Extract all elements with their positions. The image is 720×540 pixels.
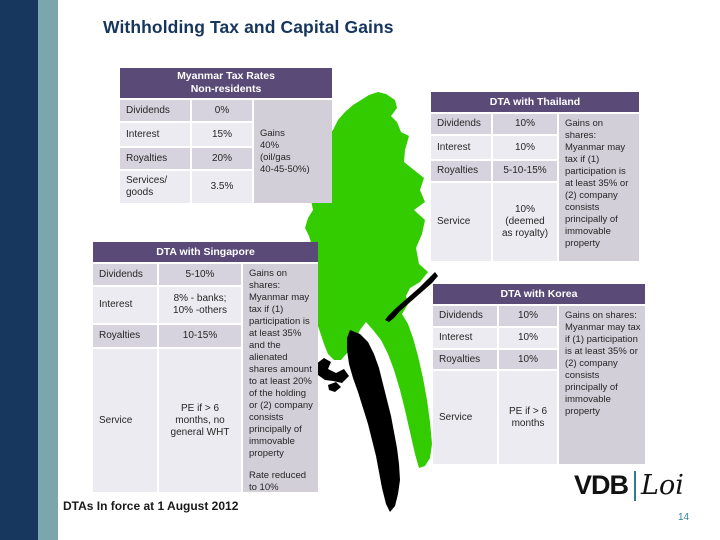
thailand-gains-text: Gains on shares: Myanmar may tax if (1) … — [565, 118, 629, 249]
singapore-gains-cell: Gains on shares: Myanmar may tax if (1) … — [243, 264, 318, 493]
dta-thailand-table: DTA with Thailand Gains on shares: Myanm… — [431, 92, 639, 261]
table-row-label: Services/ goods — [120, 171, 190, 203]
myanmar-map-image — [305, 92, 438, 512]
logo-loi-text: Loi — [641, 470, 684, 501]
logo-divider — [634, 470, 637, 501]
singapore-gains-text: Gains on shares: Myanmar may tax if (1) … — [249, 268, 313, 459]
table-row-label: Interest — [120, 123, 190, 146]
table-row-value: 5-10% — [159, 264, 241, 285]
table-row-value: PE if > 6 months, no general WHT — [159, 349, 241, 492]
table-row-label: Royalties — [433, 350, 497, 369]
map-black-islet-shape — [328, 382, 341, 392]
table-row-value: 15% — [192, 123, 252, 146]
table-row-value: 3.5% — [192, 171, 252, 203]
table-row-label: Royalties — [120, 148, 190, 169]
table-row-value: 5-10-15% — [493, 161, 557, 181]
table-row-label: Service — [93, 349, 157, 492]
dta-singapore-table: DTA with Singapore Gains on shares: Myan… — [93, 242, 318, 493]
table-row-label: Dividends — [433, 306, 497, 326]
table-row-label: Royalties — [431, 161, 491, 181]
myanmar-table-header-line2: Non-residents — [190, 83, 262, 95]
korea-gains-text: Gains on shares: Myanmar may tax if (1) … — [565, 310, 641, 417]
table-row-value: 20% — [192, 148, 252, 169]
table-row-value: 10% — [493, 136, 557, 159]
table-row-value: PE if > 6 months — [499, 371, 557, 464]
table-row-value: 10% (deemed as royalty) — [493, 183, 557, 261]
logo-vdb-text: VDB — [574, 470, 629, 500]
thailand-gains-cell: Gains on shares: Myanmar may tax if (1) … — [559, 114, 639, 261]
table-row-label: Interest — [93, 287, 157, 323]
table-row-value: 8% - banks; 10% -others — [159, 287, 241, 323]
page-number: 14 — [678, 512, 690, 523]
table-row-value: 10% — [493, 114, 557, 134]
table-row-value: 10% — [499, 328, 557, 348]
korea-table-header: DTA with Korea — [433, 284, 645, 304]
myanmar-table-header-line1: Myanmar Tax Rates — [177, 70, 275, 82]
singapore-table-header: DTA with Singapore — [93, 242, 318, 262]
singapore-table-header-text: DTA with Singapore — [156, 245, 255, 258]
dta-korea-table: DTA with Korea Gains on shares: Myanmar … — [433, 284, 645, 464]
table-row-label: Interest — [433, 328, 497, 348]
singapore-gains-note: Rate reduced to 10% — [249, 470, 307, 493]
korea-gains-cell: Gains on shares: Myanmar may tax if (1) … — [559, 306, 645, 464]
thailand-table-header-text: DTA with Thailand — [489, 95, 581, 108]
footer-note: DTAs In force at 1 August 2012 — [63, 499, 239, 513]
table-row-value: 10-15% — [159, 325, 241, 347]
myanmar-tax-rates-table: Myanmar Tax Rates Non-residents Gains 40… — [120, 68, 332, 203]
table-row-label: Service — [431, 183, 491, 261]
korea-table-header-text: DTA with Korea — [500, 287, 578, 300]
left-teal-bar — [38, 0, 58, 540]
myanmar-table-header: Myanmar Tax Rates Non-residents — [120, 68, 332, 98]
table-row-label: Service — [433, 371, 497, 464]
table-row-value: 0% — [192, 100, 252, 121]
left-navy-bar — [0, 0, 38, 540]
vdb-loi-logo: VDB Loi — [574, 470, 684, 501]
myanmar-landmass-shape — [305, 92, 432, 468]
table-row-label: Dividends — [93, 264, 157, 285]
map-black-tail-south-shape — [347, 330, 400, 512]
table-row-label: Royalties — [93, 325, 157, 347]
myanmar-gains-cell: Gains 40% (oil/gas 40-45-50%) — [254, 100, 332, 203]
table-row-value: 10% — [499, 306, 557, 326]
table-row-label: Interest — [431, 136, 491, 159]
thailand-table-header: DTA with Thailand — [431, 92, 639, 112]
table-row-label: Dividends — [431, 114, 491, 134]
table-row-value: 10% — [499, 350, 557, 369]
page-title: Withholding Tax and Capital Gains — [103, 17, 394, 37]
map-black-islands-west-shape — [314, 358, 349, 383]
map-black-strip-northeast-shape — [385, 272, 438, 322]
table-row-label: Dividends — [120, 100, 190, 121]
